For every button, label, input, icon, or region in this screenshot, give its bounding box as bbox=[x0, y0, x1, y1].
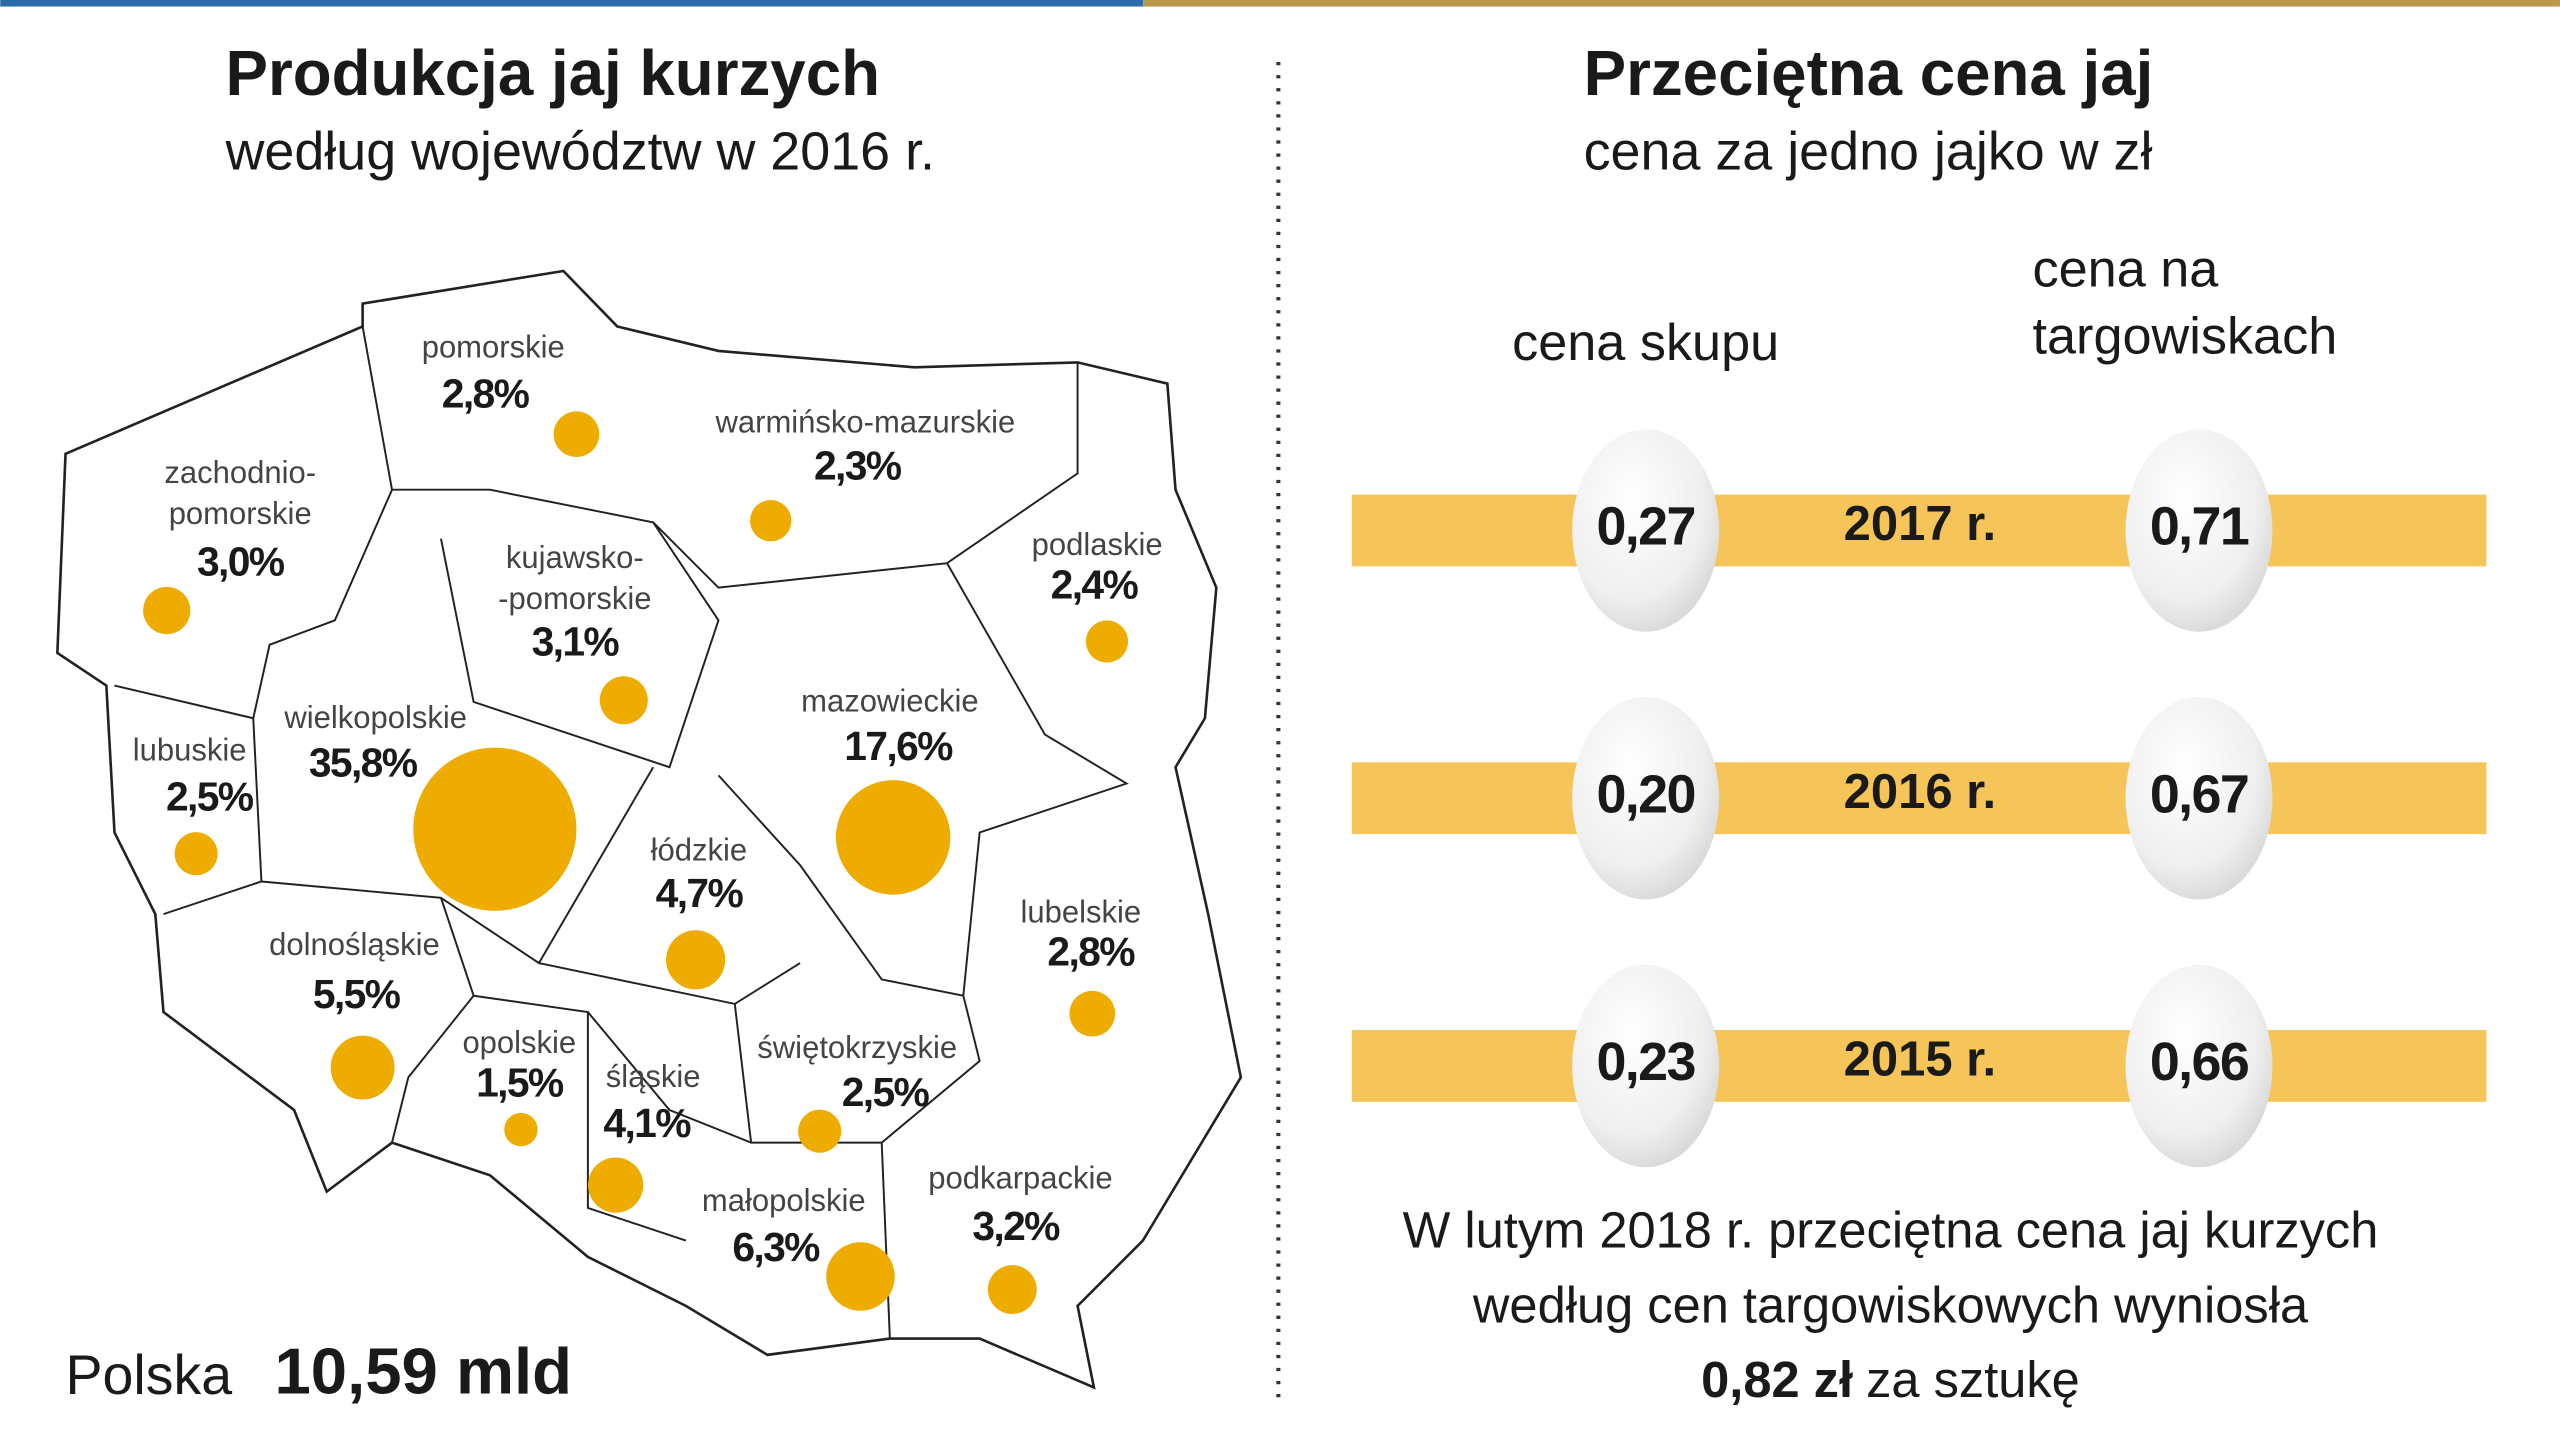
egg bbox=[2125, 429, 2273, 632]
column-header: cena skupu bbox=[1512, 314, 1779, 372]
bubble bbox=[413, 747, 577, 911]
region-name: podkarpackie bbox=[928, 1160, 1112, 1195]
region-name: podlaskie bbox=[1032, 527, 1163, 562]
note: 0,82 zł za sztukę bbox=[1701, 1352, 2080, 1409]
region-value: 4,7% bbox=[656, 870, 744, 916]
region-name: -pomorskie bbox=[498, 581, 651, 616]
year: 2016 r. bbox=[1844, 765, 1997, 819]
egg bbox=[2125, 697, 2273, 900]
bubble bbox=[1085, 620, 1129, 663]
region-value: 2,5% bbox=[166, 774, 254, 820]
title: Przeciętna cena jaj bbox=[1584, 38, 2154, 109]
region-value: 17,6% bbox=[844, 723, 953, 769]
region-value: 2,8% bbox=[1047, 929, 1135, 975]
egg bbox=[1572, 429, 1720, 632]
bubble bbox=[553, 411, 600, 458]
bubble bbox=[666, 930, 726, 990]
bubble bbox=[588, 1157, 644, 1213]
subtitle: według województw w 2016 r. bbox=[225, 121, 936, 181]
total-value: 10,59 mld bbox=[274, 1334, 572, 1407]
bubble bbox=[835, 780, 951, 895]
bubble bbox=[826, 1242, 895, 1311]
egg bbox=[1572, 964, 1720, 1168]
bubble bbox=[987, 1265, 1037, 1314]
region-value: 2,4% bbox=[1051, 561, 1139, 607]
column-header: cena na bbox=[2033, 240, 2220, 298]
region-name: zachodnio- bbox=[164, 455, 316, 490]
title: Produkcja jaj kurzych bbox=[226, 38, 881, 109]
note-tail: za sztukę bbox=[1866, 1352, 2080, 1409]
region-name: lubelskie bbox=[1021, 894, 1142, 929]
region-name: lubuskie bbox=[133, 733, 247, 768]
column-header: targowiskach bbox=[2033, 307, 2338, 365]
top-strip bbox=[1142, 0, 2560, 7]
region-name: świętokrzyskie bbox=[757, 1030, 957, 1065]
note: według cen targowiskowych wyniosła bbox=[1472, 1277, 2309, 1334]
year-band bbox=[1351, 1030, 2487, 1102]
price: 0,67 bbox=[2150, 764, 2248, 824]
price: 0,20 bbox=[1596, 764, 1694, 824]
region-value: 3,1% bbox=[532, 619, 620, 665]
subtitle: cena za jedno jajko w zł bbox=[1584, 121, 2153, 181]
note: W lutym 2018 r. przeciętna cena jaj kurz… bbox=[1403, 1201, 2379, 1258]
price-rows: 0,27 0,71 2017 r. 0,20 0,67 2016 r. 0,23 0,66 20… bbox=[1351, 429, 2487, 1168]
map-borders bbox=[114, 326, 1129, 1339]
region-name: łódzkie bbox=[651, 832, 748, 867]
region-value: 2,8% bbox=[442, 370, 530, 416]
year-band bbox=[1351, 494, 2487, 567]
price: 0,71 bbox=[2150, 497, 2249, 557]
bubble bbox=[504, 1112, 538, 1147]
year: 2015 r. bbox=[1844, 1033, 1997, 1087]
region-name: warmińsko-mazurskie bbox=[715, 405, 1016, 440]
year: 2017 r. bbox=[1844, 497, 1997, 551]
egg bbox=[1572, 697, 1720, 900]
bubble bbox=[798, 1109, 842, 1153]
region-name: wielkopolskie bbox=[283, 700, 467, 735]
total-label: Polska bbox=[66, 1344, 233, 1406]
region-name: opolskie bbox=[462, 1025, 576, 1060]
bubble bbox=[750, 500, 792, 542]
region-value: 3,0% bbox=[197, 539, 285, 585]
region-name: kujawsko- bbox=[506, 540, 644, 575]
egg bbox=[2125, 964, 2273, 1168]
bubble bbox=[1069, 990, 1116, 1037]
bubble bbox=[143, 586, 191, 635]
region-name: pomorskie bbox=[422, 330, 565, 365]
bubble bbox=[330, 1035, 395, 1100]
region-value: 2,3% bbox=[814, 442, 902, 488]
region-value: 2,5% bbox=[842, 1069, 930, 1115]
region-value: 35,8% bbox=[309, 739, 418, 785]
note-bold: 0,82 zł bbox=[1701, 1352, 1853, 1409]
region-name: dolnośląskie bbox=[269, 927, 440, 962]
price: 0,66 bbox=[2150, 1032, 2249, 1092]
region-name: pomorskie bbox=[169, 496, 312, 531]
region-name: śląskie bbox=[606, 1059, 701, 1094]
price: 0,27 bbox=[1596, 497, 1694, 557]
bubble bbox=[174, 832, 218, 876]
bubble bbox=[599, 676, 648, 725]
region-value: 1,5% bbox=[476, 1059, 564, 1105]
region-value: 6,3% bbox=[732, 1224, 820, 1270]
region-value: 4,1% bbox=[603, 1100, 691, 1146]
year-band bbox=[1351, 762, 2487, 835]
map-outline bbox=[56, 269, 1243, 1390]
region-name: małopolskie bbox=[702, 1183, 866, 1218]
price: 0,23 bbox=[1596, 1032, 1695, 1092]
region-value: 5,5% bbox=[313, 971, 401, 1017]
region-value: 3,2% bbox=[972, 1203, 1060, 1249]
region-name: mazowieckie bbox=[801, 684, 978, 719]
